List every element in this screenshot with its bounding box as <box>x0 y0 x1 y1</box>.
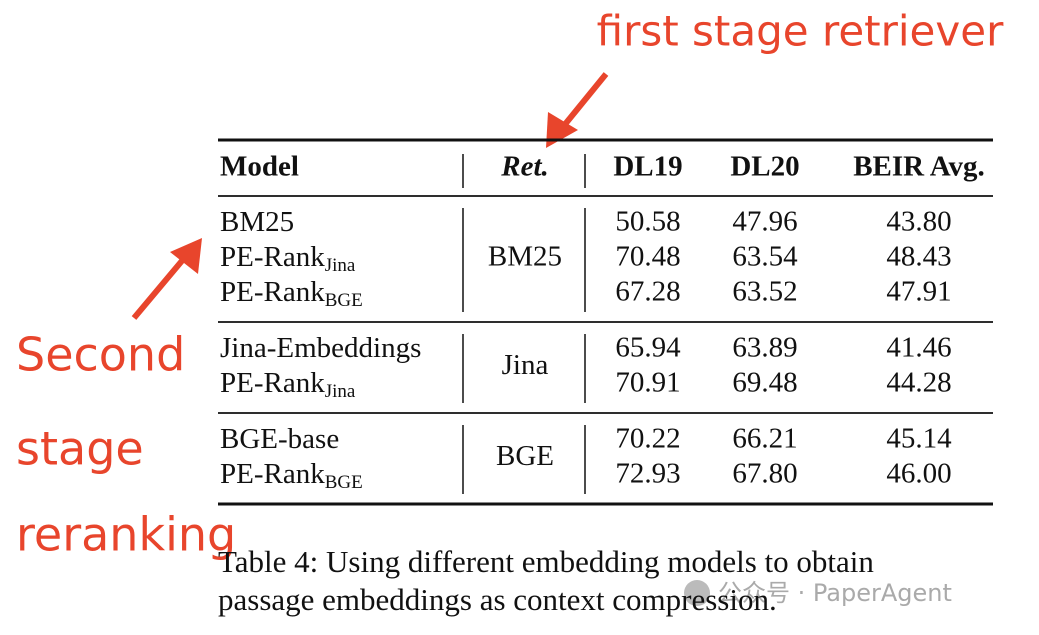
score-cell: 47.91 <box>886 276 951 308</box>
model-cell: BM25 <box>220 206 294 238</box>
model-name: BGE-base <box>220 423 339 455</box>
model-subscript: BGE <box>325 290 363 311</box>
watermark: 公众号 · PaperAgent <box>684 579 952 607</box>
score-cell: 50.58 <box>615 206 680 238</box>
model-name: PE-Rank <box>220 367 325 399</box>
retriever-cell: Jina <box>502 349 549 381</box>
header-cell: Model <box>220 151 299 183</box>
score-cell: 63.89 <box>732 332 797 364</box>
watermark-text: 公众号 · PaperAgent <box>718 579 952 607</box>
score-cell: 43.80 <box>886 206 951 238</box>
score-cell: 41.46 <box>886 332 951 364</box>
model-cell: PE-RankBGE <box>220 276 363 312</box>
score-cell: 70.91 <box>615 367 680 399</box>
model-subscript: BGE <box>325 472 363 493</box>
score-cell: 67.28 <box>615 276 680 308</box>
score-cell: 47.96 <box>732 206 797 238</box>
score-cell: 44.28 <box>886 367 951 399</box>
score-cell: 46.00 <box>886 458 951 490</box>
score-cell: 65.94 <box>615 332 681 364</box>
model-cell: BGE-base <box>220 423 339 455</box>
header-cell: Ret. <box>500 151 549 183</box>
score-cell: 70.48 <box>615 241 680 273</box>
model-cell: PE-RankJina <box>220 241 356 277</box>
annotation-left: stage <box>16 422 144 476</box>
score-cell: 72.93 <box>615 458 680 490</box>
arrow-left <box>131 238 202 320</box>
retriever-cell: BGE <box>496 440 554 472</box>
score-cell: 63.52 <box>732 276 797 308</box>
caption-line: passage embeddings as context compressio… <box>218 582 777 617</box>
score-cell: 70.22 <box>615 423 680 455</box>
model-name: Jina-Embeddings <box>220 332 421 364</box>
header-cell: BEIR Avg. <box>853 151 985 183</box>
score-cell: 69.48 <box>732 367 797 399</box>
score-cell: 63.54 <box>732 241 798 273</box>
annotation-left: reranking <box>16 508 236 562</box>
model-name: PE-Rank <box>220 276 325 308</box>
header-cell: DL19 <box>613 151 682 183</box>
score-cell: 45.14 <box>886 423 952 455</box>
score-cell: 67.80 <box>732 458 797 490</box>
model-name: PE-Rank <box>220 241 325 273</box>
score-cell: 48.43 <box>886 241 951 273</box>
model-subscript: Jina <box>325 255 356 276</box>
model-name: PE-Rank <box>220 458 325 490</box>
score-cell: 66.21 <box>732 423 797 455</box>
model-cell: Jina-Embeddings <box>220 332 421 364</box>
model-subscript: Jina <box>325 381 356 402</box>
annotation-left: Second <box>16 328 185 382</box>
retriever-cell: BM25 <box>488 241 562 273</box>
model-cell: PE-RankJina <box>220 367 356 403</box>
annotation-top: first stage retriever <box>597 7 1004 56</box>
model-cell: PE-RankBGE <box>220 458 363 494</box>
header-cell: DL20 <box>730 151 799 183</box>
model-name: BM25 <box>220 206 294 238</box>
arrow-top <box>546 72 609 148</box>
caption-line: Table 4: Using different embedding model… <box>218 544 874 579</box>
